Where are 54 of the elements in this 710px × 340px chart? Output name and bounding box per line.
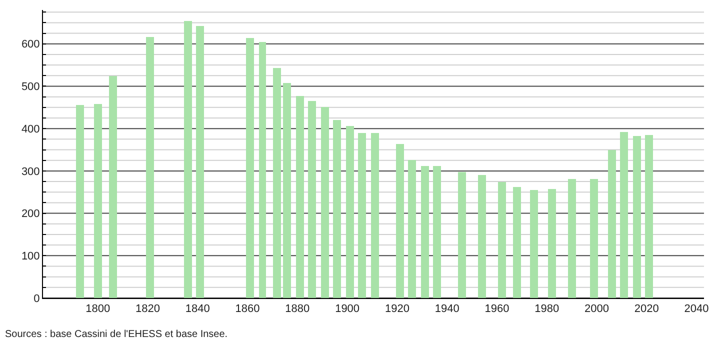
bar <box>458 172 466 298</box>
bar <box>396 144 404 298</box>
x-tick-label: 1820 <box>136 303 160 316</box>
x-tick-label: 2040 <box>684 303 709 316</box>
x-tick-label: 2020 <box>634 303 659 316</box>
bar <box>620 132 628 298</box>
bar <box>184 21 192 298</box>
x-tick-label: 1880 <box>285 303 310 316</box>
bar <box>548 189 556 298</box>
bar <box>296 96 304 298</box>
y-tick-label: 0 <box>34 292 40 305</box>
bar <box>421 166 429 298</box>
bar <box>273 68 281 298</box>
bar <box>513 187 521 298</box>
bar <box>146 37 154 298</box>
bar <box>94 104 102 298</box>
x-tick-label: 1960 <box>484 303 510 316</box>
bar <box>408 160 416 298</box>
x-tick-label: 1980 <box>534 303 560 316</box>
bar <box>590 179 598 298</box>
bar <box>645 135 653 298</box>
bar <box>371 133 379 298</box>
x-tick-label: 2000 <box>584 303 609 316</box>
bar <box>76 105 84 298</box>
bar <box>568 179 576 298</box>
bar <box>283 83 291 298</box>
bar <box>498 182 506 298</box>
y-tick-label: 200 <box>21 208 40 220</box>
bar <box>608 150 616 298</box>
x-tick-label: 1900 <box>335 303 360 316</box>
bar <box>259 42 266 298</box>
x-tick-label: 1920 <box>384 303 410 316</box>
bar <box>346 126 354 298</box>
bar <box>333 120 341 298</box>
bar <box>246 38 254 298</box>
x-tick-label: 1860 <box>235 303 260 316</box>
y-tick-label: 500 <box>21 81 40 94</box>
bar <box>633 136 641 298</box>
bar <box>358 133 366 298</box>
bar <box>196 26 204 298</box>
bar <box>433 166 441 298</box>
bar <box>308 101 316 298</box>
x-tick-label: 1840 <box>185 303 210 316</box>
bar <box>478 175 486 298</box>
bar <box>109 76 117 298</box>
y-tick-label: 600 <box>21 38 40 51</box>
x-tick-label: 1800 <box>86 303 110 316</box>
y-tick-label: 400 <box>21 123 40 136</box>
bar <box>530 190 538 298</box>
y-tick-label: 100 <box>21 250 40 262</box>
bar <box>321 107 329 298</box>
source-note: Sources : base Cassini de l'EHESS et base Insee. <box>5 329 228 340</box>
x-tick-label: 1940 <box>434 303 460 316</box>
y-tick-label: 300 <box>21 166 40 178</box>
